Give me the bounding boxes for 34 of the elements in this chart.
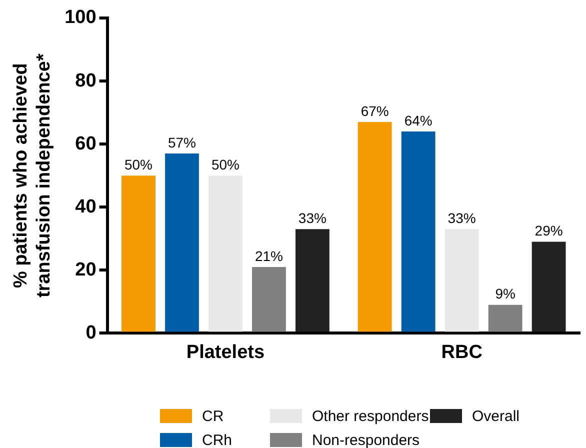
data-label: 29% — [534, 222, 563, 239]
legend-label: Non-responders — [311, 430, 421, 448]
data-label: 33% — [298, 210, 326, 226]
y-axis-title: % patients who achieved transfusion independence* — [10, 53, 54, 298]
y-tick-label: 60 — [75, 133, 96, 154]
bar — [208, 176, 242, 332]
y-tick-label: 20 — [75, 259, 96, 280]
bar — [444, 229, 479, 332]
data-label: 9% — [495, 286, 516, 302]
data-label: 64% — [404, 112, 432, 128]
bar — [401, 131, 436, 332]
y-tick-label: 0 — [86, 322, 96, 344]
y-tick-label: 80 — [75, 70, 96, 92]
legend-label: CR — [201, 406, 225, 426]
bar — [532, 242, 566, 332]
legend-label: Other responders — [311, 406, 430, 426]
legend-label: CRh — [201, 430, 234, 448]
bar — [122, 176, 156, 332]
x-tick-label: RBC — [441, 342, 483, 363]
data-label: 50% — [124, 156, 153, 172]
y-tick-label: 40 — [75, 196, 96, 218]
data-label: 50% — [211, 156, 240, 172]
legend-label: Overall — [471, 406, 521, 426]
bar — [358, 122, 392, 332]
data-label: 67% — [360, 102, 389, 119]
data-label: 21% — [254, 248, 283, 264]
data-label: 33% — [448, 210, 476, 226]
data-label: 57% — [168, 134, 196, 150]
bar — [488, 304, 522, 332]
bar — [165, 154, 199, 332]
x-tick-label: Platelets — [186, 342, 265, 363]
y-tick-label: 100 — [64, 7, 96, 28]
bar — [252, 267, 286, 332]
bar — [295, 229, 330, 332]
